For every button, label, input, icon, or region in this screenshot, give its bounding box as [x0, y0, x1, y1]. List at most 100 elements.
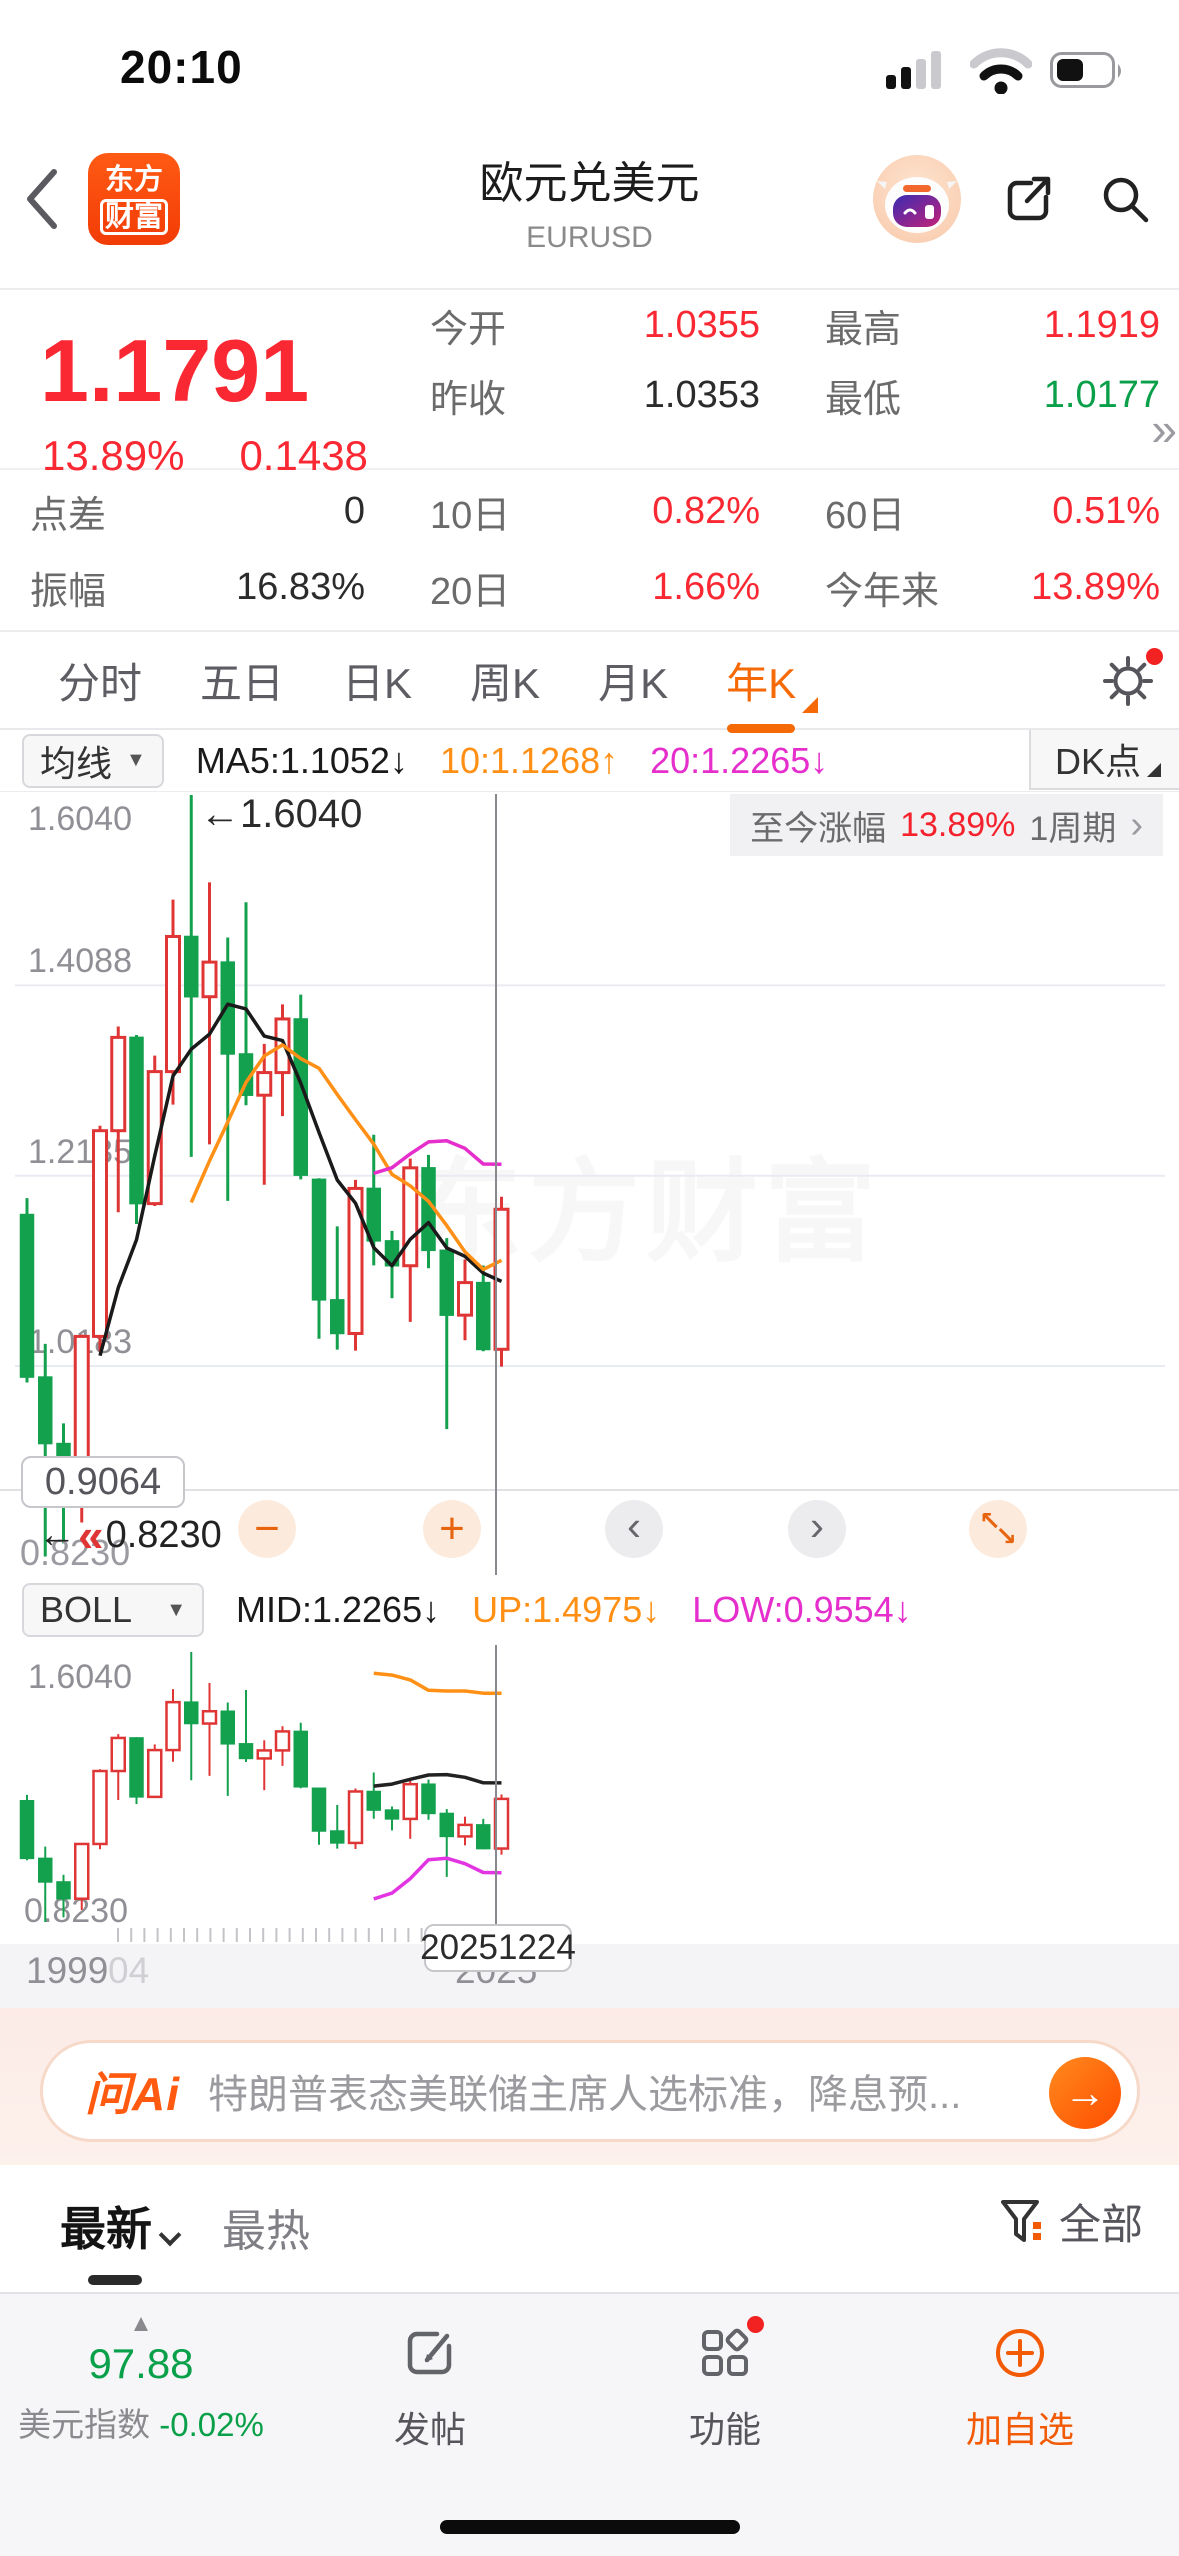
active-tab-underline: [727, 723, 796, 733]
home-indicator: [440, 2520, 740, 2534]
tab-minute[interactable]: 分时: [58, 659, 143, 707]
tab-weekly-k[interactable]: 周K: [470, 659, 541, 707]
usd-index-label: 美元指数: [18, 2406, 151, 2443]
sub-y-axis-label: 0.8230: [24, 1892, 128, 1930]
share-icon[interactable]: [1001, 171, 1057, 227]
pan-left-button[interactable]: ‹: [605, 1500, 663, 1558]
change-10d-label: 10日: [430, 494, 511, 537]
amplitude-label: 振幅: [30, 570, 107, 613]
y-axis-label: 1.0183: [28, 1323, 132, 1361]
ytd-value: 13.89%: [1031, 565, 1160, 608]
low-value: 1.0177: [1043, 373, 1160, 416]
spread-label: 点差: [30, 494, 107, 537]
dk-points-button[interactable]: DK点: [1028, 730, 1179, 790]
notification-dot: [747, 2316, 764, 2333]
price-panel: 1.1791 13.89% 0.1438 今开 1.0355 昨收 1.0353…: [0, 290, 1179, 479]
x-axis-label: 04: [108, 1950, 150, 1991]
wifi-icon: [970, 48, 1032, 94]
stats-panel: 点差 0 振幅 16.83% 10日 0.82% 20日 1.66% 60日 0…: [0, 470, 1179, 632]
boll-indicator-selector[interactable]: BOLL ▼: [22, 1583, 204, 1637]
open-value: 1.0355: [643, 303, 760, 346]
search-icon[interactable]: [1097, 171, 1153, 227]
nav-features-button[interactable]: 功能: [645, 2316, 805, 2453]
chart-controls-row: − + ‹ › ↖ ↘: [0, 1492, 1179, 1568]
ma5-value: MA5:1.1052↓: [195, 739, 408, 781]
back-icon[interactable]: [20, 164, 64, 234]
post-pencil-icon: [407, 2331, 452, 2375]
boll-indicator-row: BOLL ▼ MID:1.2265↓ UP:1.4975↓ LOW:0.9554…: [0, 1575, 1179, 1645]
boll-candlestick-chart: [19, 1652, 510, 1942]
low-label: 最低: [825, 378, 902, 421]
assistant-avatar[interactable]: [873, 155, 961, 243]
ma-indicator-selector[interactable]: 均线 ▼: [22, 733, 164, 788]
y-axis-label: 1.4088: [28, 942, 132, 980]
low-price-annotation: ← « 0.8230: [38, 1509, 222, 1561]
page-title: 欧元兑美元: [479, 159, 700, 208]
expand-arrow-icon: ↘: [995, 1521, 1017, 1551]
last-price: 1.1791: [40, 321, 310, 420]
watermark: 东方财富: [410, 1150, 882, 1275]
feed-filter-button[interactable]: 全部: [997, 2191, 1143, 2252]
status-bar: 20:10: [0, 0, 1179, 125]
pan-right-button[interactable]: ›: [788, 1500, 846, 1558]
zoom-in-button[interactable]: +: [423, 1500, 481, 1558]
chevron-down-icon: ▼: [126, 749, 146, 771]
expand-arrow-icon: ↖: [979, 1506, 1001, 1536]
app-logo-line1: 东方: [104, 164, 163, 196]
zoom-out-button[interactable]: −: [238, 1500, 296, 1558]
crosshair-line[interactable]: [495, 794, 497, 1936]
ytd-label: 今年来: [825, 570, 940, 613]
ask-ai-section: 问Ai 特朗普表态美联储主席人选标准，降息预... →: [0, 2008, 1179, 2165]
app-logo[interactable]: 东方 财富: [88, 153, 180, 245]
usd-index-value: 97.88: [88, 2340, 194, 2387]
ytd-gain-badge[interactable]: 至今涨幅 13.89% 1周期 ›: [730, 794, 1163, 856]
ask-ai-placeholder: 特朗普表态美联储主席人选标准，降息预...: [208, 2073, 962, 2117]
tab-daily-k[interactable]: 日K: [342, 659, 413, 707]
sub-y-axis-label: 1.6040: [28, 1658, 132, 1696]
ma20-value: 20:1.2265↓: [650, 739, 829, 781]
boll-up-value: UP:1.4975↓: [472, 1589, 661, 1630]
chart-region[interactable]: 东方财富 − + ‹ › ↖ ↘ 1.6040 1.4088 1.2135 1.…: [0, 792, 1179, 2008]
battery-icon: [1050, 52, 1121, 88]
notification-dot: [1146, 648, 1163, 665]
usd-index-change: -0.02%: [159, 2406, 264, 2443]
tab-hottest[interactable]: 最热: [222, 2207, 310, 2256]
chevron-down-icon: [158, 2223, 182, 2247]
change-percent: 13.89%: [42, 432, 185, 479]
add-circle-icon: [996, 2329, 1044, 2377]
y-axis-label: 1.2135: [28, 1133, 132, 1171]
arrow-right-icon: →: [1064, 2069, 1106, 2116]
chevron-right-icon: ›: [1130, 803, 1143, 846]
ma10-value: 10:1.1268↑: [439, 739, 619, 781]
tab-5day[interactable]: 五日: [200, 659, 285, 707]
change-60d-value: 0.51%: [1052, 489, 1160, 532]
ask-ai-send-button[interactable]: →: [1049, 2057, 1121, 2129]
high-value: 1.1919: [1043, 303, 1160, 346]
change-20d-value: 1.66%: [652, 565, 760, 608]
nav-index-panel[interactable]: ▲ 97.88 美元指数 -0.02%: [10, 2310, 272, 2446]
tab-monthly-k[interactable]: 月K: [598, 659, 669, 707]
more-stats-chevron-icon[interactable]: »: [1151, 403, 1177, 455]
collapse-triangle-icon: ▲: [129, 2310, 153, 2337]
change-20d-label: 20日: [430, 570, 511, 613]
symbol-code: EURUSD: [526, 221, 653, 254]
change-10d-value: 0.82%: [652, 489, 760, 532]
cellular-signal-icon: [886, 51, 941, 89]
price-tooltip: 0.9064: [21, 1456, 185, 1508]
ask-ai-input[interactable]: 问Ai 特朗普表态美联储主席人选标准，降息预... →: [40, 2040, 1140, 2142]
chart-settings-button[interactable]: [1101, 648, 1163, 713]
amplitude-value: 16.83%: [236, 565, 365, 608]
low-marker-icon: «: [78, 1509, 104, 1561]
high-label: 最高: [825, 308, 902, 351]
ma-indicator-row: 均线 ▼ MA5:1.1052↓ 10:1.1268↑ 20:1.2265↓ D…: [0, 730, 1179, 792]
tab-yearly-k[interactable]: 年K: [726, 650, 819, 733]
fullscreen-button[interactable]: ↖ ↘: [969, 1500, 1027, 1558]
tab-latest[interactable]: 最新: [60, 2193, 182, 2259]
nav-post-button[interactable]: 发帖: [350, 2324, 510, 2453]
bottom-nav: ▲ 97.88 美元指数 -0.02% 发帖 功能: [0, 2292, 1179, 2556]
x-axis-label: 1999: [26, 1950, 109, 1991]
features-grid-icon: [702, 2328, 749, 2376]
change-60d-label: 60日: [825, 494, 906, 537]
nav-add-watchlist-button[interactable]: 加自选: [940, 2324, 1100, 2453]
y-axis-label: 0.8230: [20, 1532, 131, 1573]
